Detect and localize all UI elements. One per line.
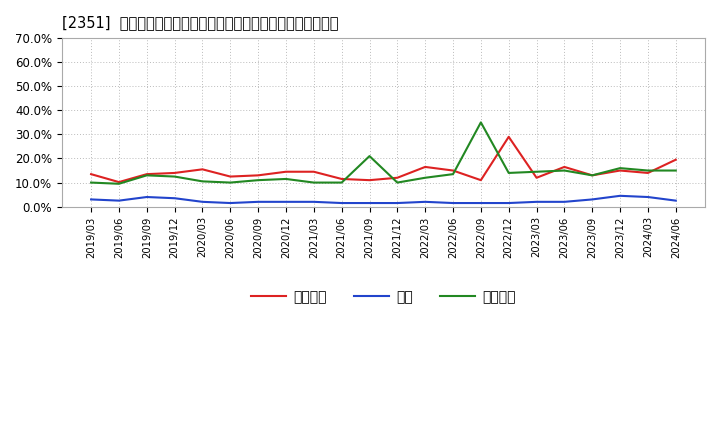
買入債務 — [393, 180, 402, 185]
売上債権 — [87, 172, 96, 177]
在庫 — [393, 200, 402, 205]
買入債務 — [672, 168, 680, 173]
買入債務 — [198, 179, 207, 184]
売上債権 — [143, 172, 151, 177]
Line: 売上債権: 売上債権 — [91, 137, 676, 182]
売上債権 — [644, 170, 652, 176]
Text: [2351]  売上債権、在庫、買入債務の総資産に対する比率の推移: [2351] 売上債権、在庫、買入債務の総資産に対する比率の推移 — [62, 15, 338, 30]
売上債権 — [672, 157, 680, 162]
買入債務 — [310, 180, 318, 185]
売上債権 — [393, 175, 402, 180]
売上債権 — [616, 168, 624, 173]
買入債務 — [114, 181, 123, 187]
売上債権 — [477, 177, 485, 183]
在庫 — [171, 196, 179, 201]
売上債権 — [282, 169, 290, 174]
在庫 — [644, 194, 652, 200]
在庫 — [226, 200, 235, 205]
在庫 — [532, 199, 541, 205]
在庫 — [449, 200, 457, 205]
在庫 — [477, 200, 485, 205]
Line: 買入債務: 買入債務 — [91, 122, 676, 184]
買入債務 — [338, 180, 346, 185]
売上債権 — [226, 174, 235, 179]
売上債権 — [254, 173, 263, 178]
買入債務 — [365, 154, 374, 159]
買入債務 — [505, 170, 513, 176]
在庫 — [310, 199, 318, 205]
在庫 — [114, 198, 123, 203]
売上債権 — [505, 134, 513, 139]
買入債務 — [532, 169, 541, 174]
在庫 — [254, 199, 263, 205]
買入債務 — [87, 180, 96, 185]
売上債権 — [338, 176, 346, 182]
売上債権 — [449, 168, 457, 173]
売上債権 — [588, 173, 597, 178]
買入債務 — [143, 173, 151, 178]
在庫 — [365, 200, 374, 205]
買入債務 — [226, 180, 235, 185]
買入債務 — [171, 174, 179, 179]
売上債権 — [365, 177, 374, 183]
在庫 — [672, 198, 680, 203]
在庫 — [588, 197, 597, 202]
買入債務 — [282, 176, 290, 182]
買入債務 — [560, 168, 569, 173]
売上債権 — [532, 175, 541, 180]
買入債務 — [588, 173, 597, 178]
買入債務 — [449, 172, 457, 177]
買入債務 — [477, 120, 485, 125]
在庫 — [87, 197, 96, 202]
在庫 — [505, 200, 513, 205]
買入債務 — [421, 175, 430, 180]
在庫 — [198, 199, 207, 205]
在庫 — [616, 193, 624, 198]
買入債務 — [644, 168, 652, 173]
在庫 — [143, 194, 151, 200]
Line: 在庫: 在庫 — [91, 196, 676, 203]
買入債務 — [616, 165, 624, 171]
売上債権 — [171, 170, 179, 176]
買入債務 — [254, 177, 263, 183]
売上債権 — [198, 167, 207, 172]
Legend: 売上債権, 在庫, 買入債務: 売上債権, 在庫, 買入債務 — [246, 284, 521, 309]
在庫 — [338, 200, 346, 205]
在庫 — [421, 199, 430, 205]
売上債権 — [560, 164, 569, 169]
在庫 — [560, 199, 569, 205]
売上債権 — [114, 180, 123, 185]
売上債権 — [421, 164, 430, 169]
売上債権 — [310, 169, 318, 174]
在庫 — [282, 199, 290, 205]
